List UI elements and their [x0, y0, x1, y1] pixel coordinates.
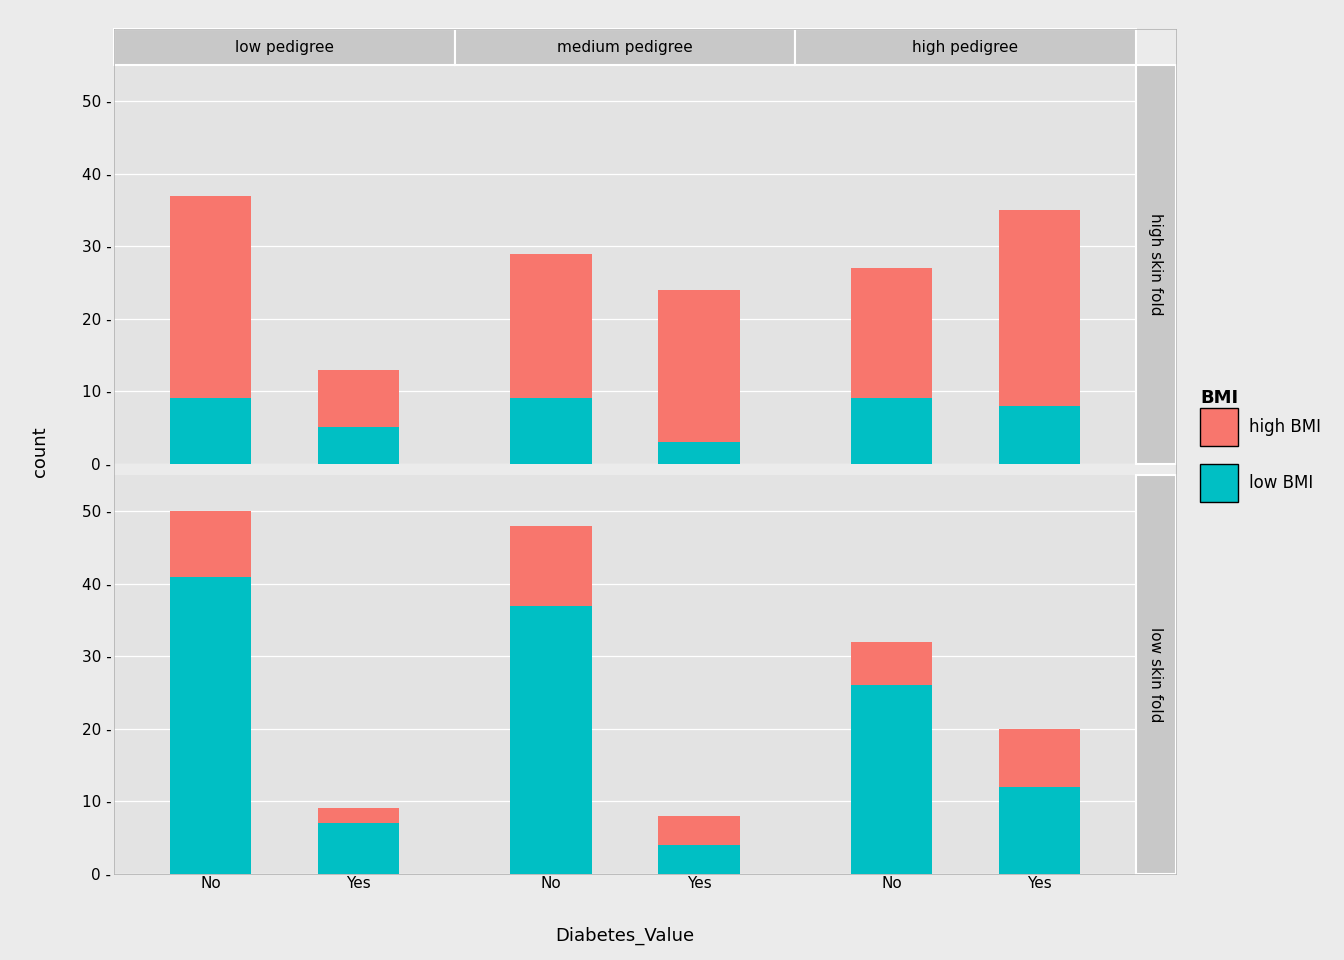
- Bar: [317, 808, 399, 823]
- Bar: [169, 577, 251, 874]
- Text: BMI: BMI: [1200, 390, 1238, 407]
- Text: high BMI: high BMI: [1249, 419, 1321, 436]
- Bar: [999, 406, 1081, 464]
- Bar: [511, 253, 591, 398]
- Bar: [659, 442, 739, 464]
- Bar: [851, 268, 933, 398]
- Bar: [999, 786, 1081, 874]
- Text: low skin fold: low skin fold: [1148, 627, 1164, 722]
- Bar: [511, 526, 591, 606]
- Bar: [851, 642, 933, 685]
- Bar: [659, 845, 739, 874]
- Bar: [659, 290, 739, 442]
- Text: low pedigree: low pedigree: [235, 39, 333, 55]
- Text: high skin fold: high skin fold: [1148, 213, 1164, 316]
- Bar: [169, 512, 251, 577]
- Bar: [659, 816, 739, 845]
- Bar: [511, 398, 591, 464]
- Text: low BMI: low BMI: [1249, 474, 1313, 492]
- Bar: [169, 196, 251, 398]
- Bar: [317, 823, 399, 874]
- Bar: [851, 685, 933, 874]
- Bar: [999, 729, 1081, 786]
- Bar: [851, 398, 933, 464]
- Text: high pedigree: high pedigree: [913, 39, 1019, 55]
- Text: Diabetes_Value: Diabetes_Value: [555, 926, 695, 946]
- Bar: [999, 210, 1081, 406]
- Text: count: count: [31, 426, 50, 476]
- Bar: [169, 398, 251, 464]
- Bar: [511, 606, 591, 874]
- Bar: [317, 427, 399, 464]
- Bar: [317, 370, 399, 427]
- Text: medium pedigree: medium pedigree: [556, 39, 694, 55]
